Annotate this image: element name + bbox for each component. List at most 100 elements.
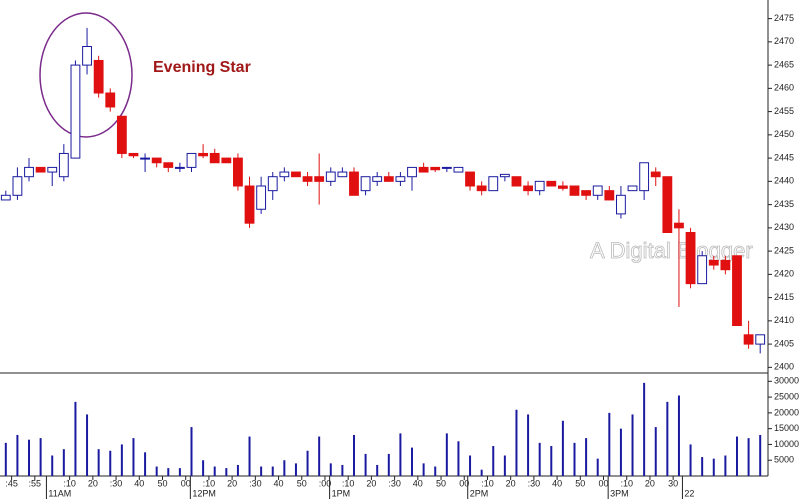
- candle-body: [720, 259, 731, 271]
- y-tick-label: 5000: [774, 455, 794, 465]
- y-tick-label: 25000: [774, 391, 799, 401]
- candle-body: [755, 334, 766, 345]
- x-tick-label: 50: [575, 478, 585, 488]
- x-tick-label: 00: [599, 478, 609, 488]
- x-tick-label: 20: [88, 478, 98, 488]
- candle-body: [650, 171, 661, 178]
- candle-body: [198, 152, 209, 157]
- y-tick-label: 30000: [774, 376, 799, 386]
- candle-body: [674, 222, 684, 229]
- x-tick-label: 20: [645, 478, 655, 488]
- x-major-label: 11AM: [48, 488, 71, 498]
- y-tick-label: 10000: [774, 439, 799, 449]
- candle-body: [476, 185, 487, 192]
- x-tick-label: :30: [110, 478, 123, 488]
- x-major-label: 12PM: [192, 488, 216, 498]
- x-tick-label: :30: [528, 478, 541, 488]
- x-tick-label: :30: [388, 478, 401, 488]
- annotation: Evening Star: [153, 59, 251, 76]
- x-tick-label: 20: [366, 478, 376, 488]
- candle-body: [151, 157, 162, 164]
- candle-body: [82, 46, 92, 66]
- candle-body: [465, 171, 475, 187]
- x-tick-label: 50: [157, 478, 167, 488]
- candle-body: [70, 64, 81, 159]
- candle-body: [616, 194, 626, 215]
- watermark: A Digital Blogger: [590, 238, 753, 263]
- candle-body: [407, 166, 417, 178]
- candle-body: [302, 176, 313, 182]
- x-tick-label: 30: [668, 478, 678, 488]
- x-major-label: 3PM: [610, 488, 629, 498]
- candle-body: [24, 166, 34, 178]
- candle-body: [349, 171, 359, 196]
- y-tick-label: 2430: [774, 222, 794, 232]
- y-tick-label: 2470: [774, 36, 794, 46]
- candle-body: [233, 157, 243, 187]
- candle-body: [395, 176, 406, 182]
- candle-body: [639, 162, 650, 192]
- candle-body: [627, 185, 638, 192]
- candle-body: [743, 334, 754, 345]
- candle-body: [291, 171, 301, 178]
- candle-body: [163, 162, 174, 168]
- x-tick-label: 40: [134, 478, 144, 488]
- y-tick-label: 2445: [774, 152, 794, 162]
- candle-body: [732, 255, 742, 326]
- y-tick-label: 2460: [774, 83, 794, 93]
- y-tick-label: 2415: [774, 292, 794, 302]
- candle-body: [685, 232, 696, 285]
- y-tick-label: 15000: [774, 423, 799, 433]
- candle-body: [372, 176, 383, 182]
- x-tick-label: 40: [552, 478, 562, 488]
- candle-body: [581, 190, 592, 196]
- candle-body: [511, 176, 522, 187]
- x-tick-label: 50: [297, 478, 307, 488]
- candle-body: [383, 176, 394, 182]
- x-major-label: 22: [684, 488, 694, 498]
- candle-body: [314, 176, 325, 182]
- candle-body: [453, 166, 464, 173]
- x-tick-label: 20: [227, 478, 237, 488]
- x-major-label: 2PM: [470, 488, 489, 498]
- x-tick-label: 40: [274, 478, 284, 488]
- x-tick-label: :10: [481, 478, 494, 488]
- y-tick-label: 2475: [774, 13, 794, 23]
- candle-body: [0, 194, 11, 201]
- y-tick-label: 2425: [774, 245, 794, 255]
- candle-body: [488, 176, 499, 192]
- candle-body: [360, 176, 371, 192]
- x-tick-label: 00: [181, 478, 191, 488]
- candle-body: [499, 173, 510, 178]
- x-tick-label: :10: [63, 478, 76, 488]
- candle-body: [546, 180, 557, 187]
- candle-body: [337, 171, 348, 178]
- candle-body: [128, 152, 139, 157]
- x-tick-label: :00: [319, 478, 332, 488]
- candle-body: [35, 166, 46, 173]
- x-tick-label: 20: [506, 478, 516, 488]
- candle-body: [221, 157, 232, 164]
- candle-body: [186, 152, 197, 168]
- candle-body: [708, 259, 719, 266]
- x-tick-label: :10: [620, 478, 633, 488]
- x-tick-label: 50: [436, 478, 446, 488]
- y-tick-label: 2405: [774, 338, 794, 348]
- candle-body: [47, 166, 58, 173]
- candle-body: [58, 152, 69, 178]
- y-tick-label: 2410: [774, 315, 794, 325]
- y-tick-label: 2455: [774, 106, 794, 116]
- candle-body: [244, 185, 255, 224]
- x-tick-label: :45: [5, 478, 18, 488]
- y-tick-label: 2450: [774, 129, 794, 139]
- y-tick-label: 2440: [774, 176, 794, 186]
- candle-body: [93, 59, 104, 94]
- candle-body: [12, 176, 23, 196]
- candle-body: [418, 166, 429, 173]
- x-major-label: 1PM: [332, 488, 351, 498]
- candle-body: [534, 180, 545, 192]
- x-tick-label: 40: [413, 478, 423, 488]
- candle-body: [441, 166, 452, 169]
- candle-body: [279, 171, 290, 178]
